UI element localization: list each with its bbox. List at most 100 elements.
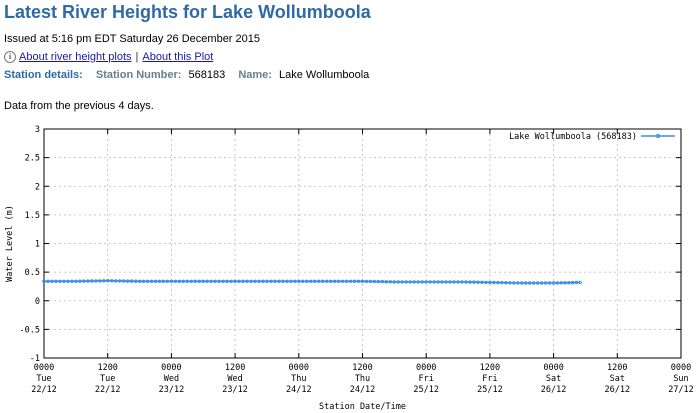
data-point	[281, 279, 285, 283]
data-point	[97, 279, 102, 283]
x-tick-label: 24/12	[350, 385, 376, 395]
data-point	[559, 281, 563, 285]
x-tick-label: Thu	[355, 374, 370, 384]
data-point	[520, 281, 524, 285]
data-point	[121, 279, 126, 283]
x-tick-label: 22/12	[31, 385, 57, 395]
x-tick-label: 23/12	[159, 385, 185, 395]
y-tick-label: 2.5	[25, 154, 40, 164]
data-point	[372, 279, 377, 284]
x-tick-label: Wed	[227, 374, 242, 384]
data-point	[165, 279, 170, 283]
data-point	[468, 280, 472, 284]
data-point	[261, 279, 265, 283]
about-this-plot-link[interactable]: About this Plot	[142, 51, 214, 63]
data-point	[117, 279, 122, 283]
data-point	[113, 279, 118, 283]
data-point	[70, 279, 74, 283]
data-point	[532, 281, 536, 285]
data-point	[424, 280, 428, 284]
data-point	[105, 278, 110, 283]
data-point	[173, 279, 178, 283]
x-tick-label: Sat	[610, 374, 625, 384]
data-point	[508, 281, 512, 285]
data-point	[488, 280, 492, 285]
legend: Lake Wollumboola (568183)	[509, 132, 675, 142]
data-point	[408, 280, 412, 284]
data-point	[392, 280, 397, 284]
data-point	[380, 279, 385, 284]
data-point	[42, 279, 46, 283]
x-tick-label: 27/12	[668, 385, 694, 395]
x-tick-label: 0000	[416, 363, 436, 373]
x-tick-label: 0000	[161, 363, 181, 373]
data-point	[293, 279, 297, 283]
data-point	[336, 279, 341, 283]
data-point	[125, 279, 130, 283]
data-point	[62, 279, 66, 283]
x-tick-label: 1200	[97, 363, 117, 373]
data-point	[169, 279, 174, 283]
data-point	[400, 280, 404, 284]
y-axis: 3 2.5 2 1.5 1 0.5 0 -0.5 -1	[20, 125, 681, 364]
data-point	[309, 279, 313, 283]
x-tick-label: 1200	[480, 363, 500, 373]
y-tick-label: 1.5	[25, 211, 40, 221]
x-tick-label: 1200	[225, 363, 245, 373]
x-tick-label: Fri	[482, 374, 497, 384]
data-point	[440, 280, 444, 284]
station-name-value: Lake Wollumboola	[279, 69, 370, 81]
data-point	[66, 279, 70, 283]
x-tick-label: 25/12	[413, 385, 439, 395]
station-name-label: Name:	[238, 69, 272, 81]
data-point	[540, 281, 544, 285]
river-height-chart: 32.521.510.50-0.5-1 0000Tue22/121200Tue2…	[5, 125, 694, 412]
x-tick-label: 25/12	[477, 385, 503, 395]
x-tick-label: 26/12	[541, 385, 567, 395]
series-layer	[42, 278, 582, 285]
data-point	[237, 279, 241, 283]
y-tick-label: 2	[35, 182, 40, 192]
x-tick-label: 0000	[543, 363, 563, 373]
data-point	[193, 279, 197, 283]
legend-label: Lake Wollumboola (568183)	[509, 132, 637, 142]
data-point	[249, 279, 253, 283]
data-point	[420, 280, 424, 284]
data-point	[109, 279, 114, 283]
data-point	[352, 279, 357, 283]
data-point	[50, 279, 54, 283]
legend-marker	[655, 133, 661, 139]
data-point	[344, 279, 349, 283]
data-point	[213, 279, 217, 283]
data-point	[101, 279, 106, 283]
data-point	[567, 280, 571, 285]
data-point	[229, 279, 233, 283]
data-point	[317, 279, 321, 283]
data-point	[492, 280, 496, 285]
data-point	[46, 279, 50, 283]
x-tick-label: 24/12	[286, 385, 312, 395]
data-point	[340, 279, 345, 283]
y-axis-label: Water Level (m)	[5, 205, 15, 282]
data-point	[149, 279, 154, 283]
data-point	[524, 281, 528, 285]
data-point	[570, 280, 575, 285]
data-point	[563, 281, 567, 285]
about-river-height-plots-link[interactable]: About river height plots	[19, 51, 132, 63]
x-tick-label: 1200	[352, 363, 372, 373]
data-point	[356, 279, 361, 283]
data-point	[348, 279, 353, 283]
data-point	[277, 279, 281, 283]
x-tick-label: Tue	[36, 374, 51, 384]
data-point	[412, 280, 416, 284]
data-point	[578, 280, 582, 285]
data-point	[137, 279, 142, 283]
link-separator: |	[135, 51, 139, 63]
x-axis-label: Station Date/Time	[319, 402, 406, 412]
data-point	[221, 279, 225, 283]
data-point	[301, 279, 305, 283]
data-point	[396, 280, 400, 284]
x-tick-label: 0000	[289, 363, 309, 373]
station-details-label: Station details:	[4, 69, 83, 81]
x-tick-label: 0000	[34, 363, 54, 373]
